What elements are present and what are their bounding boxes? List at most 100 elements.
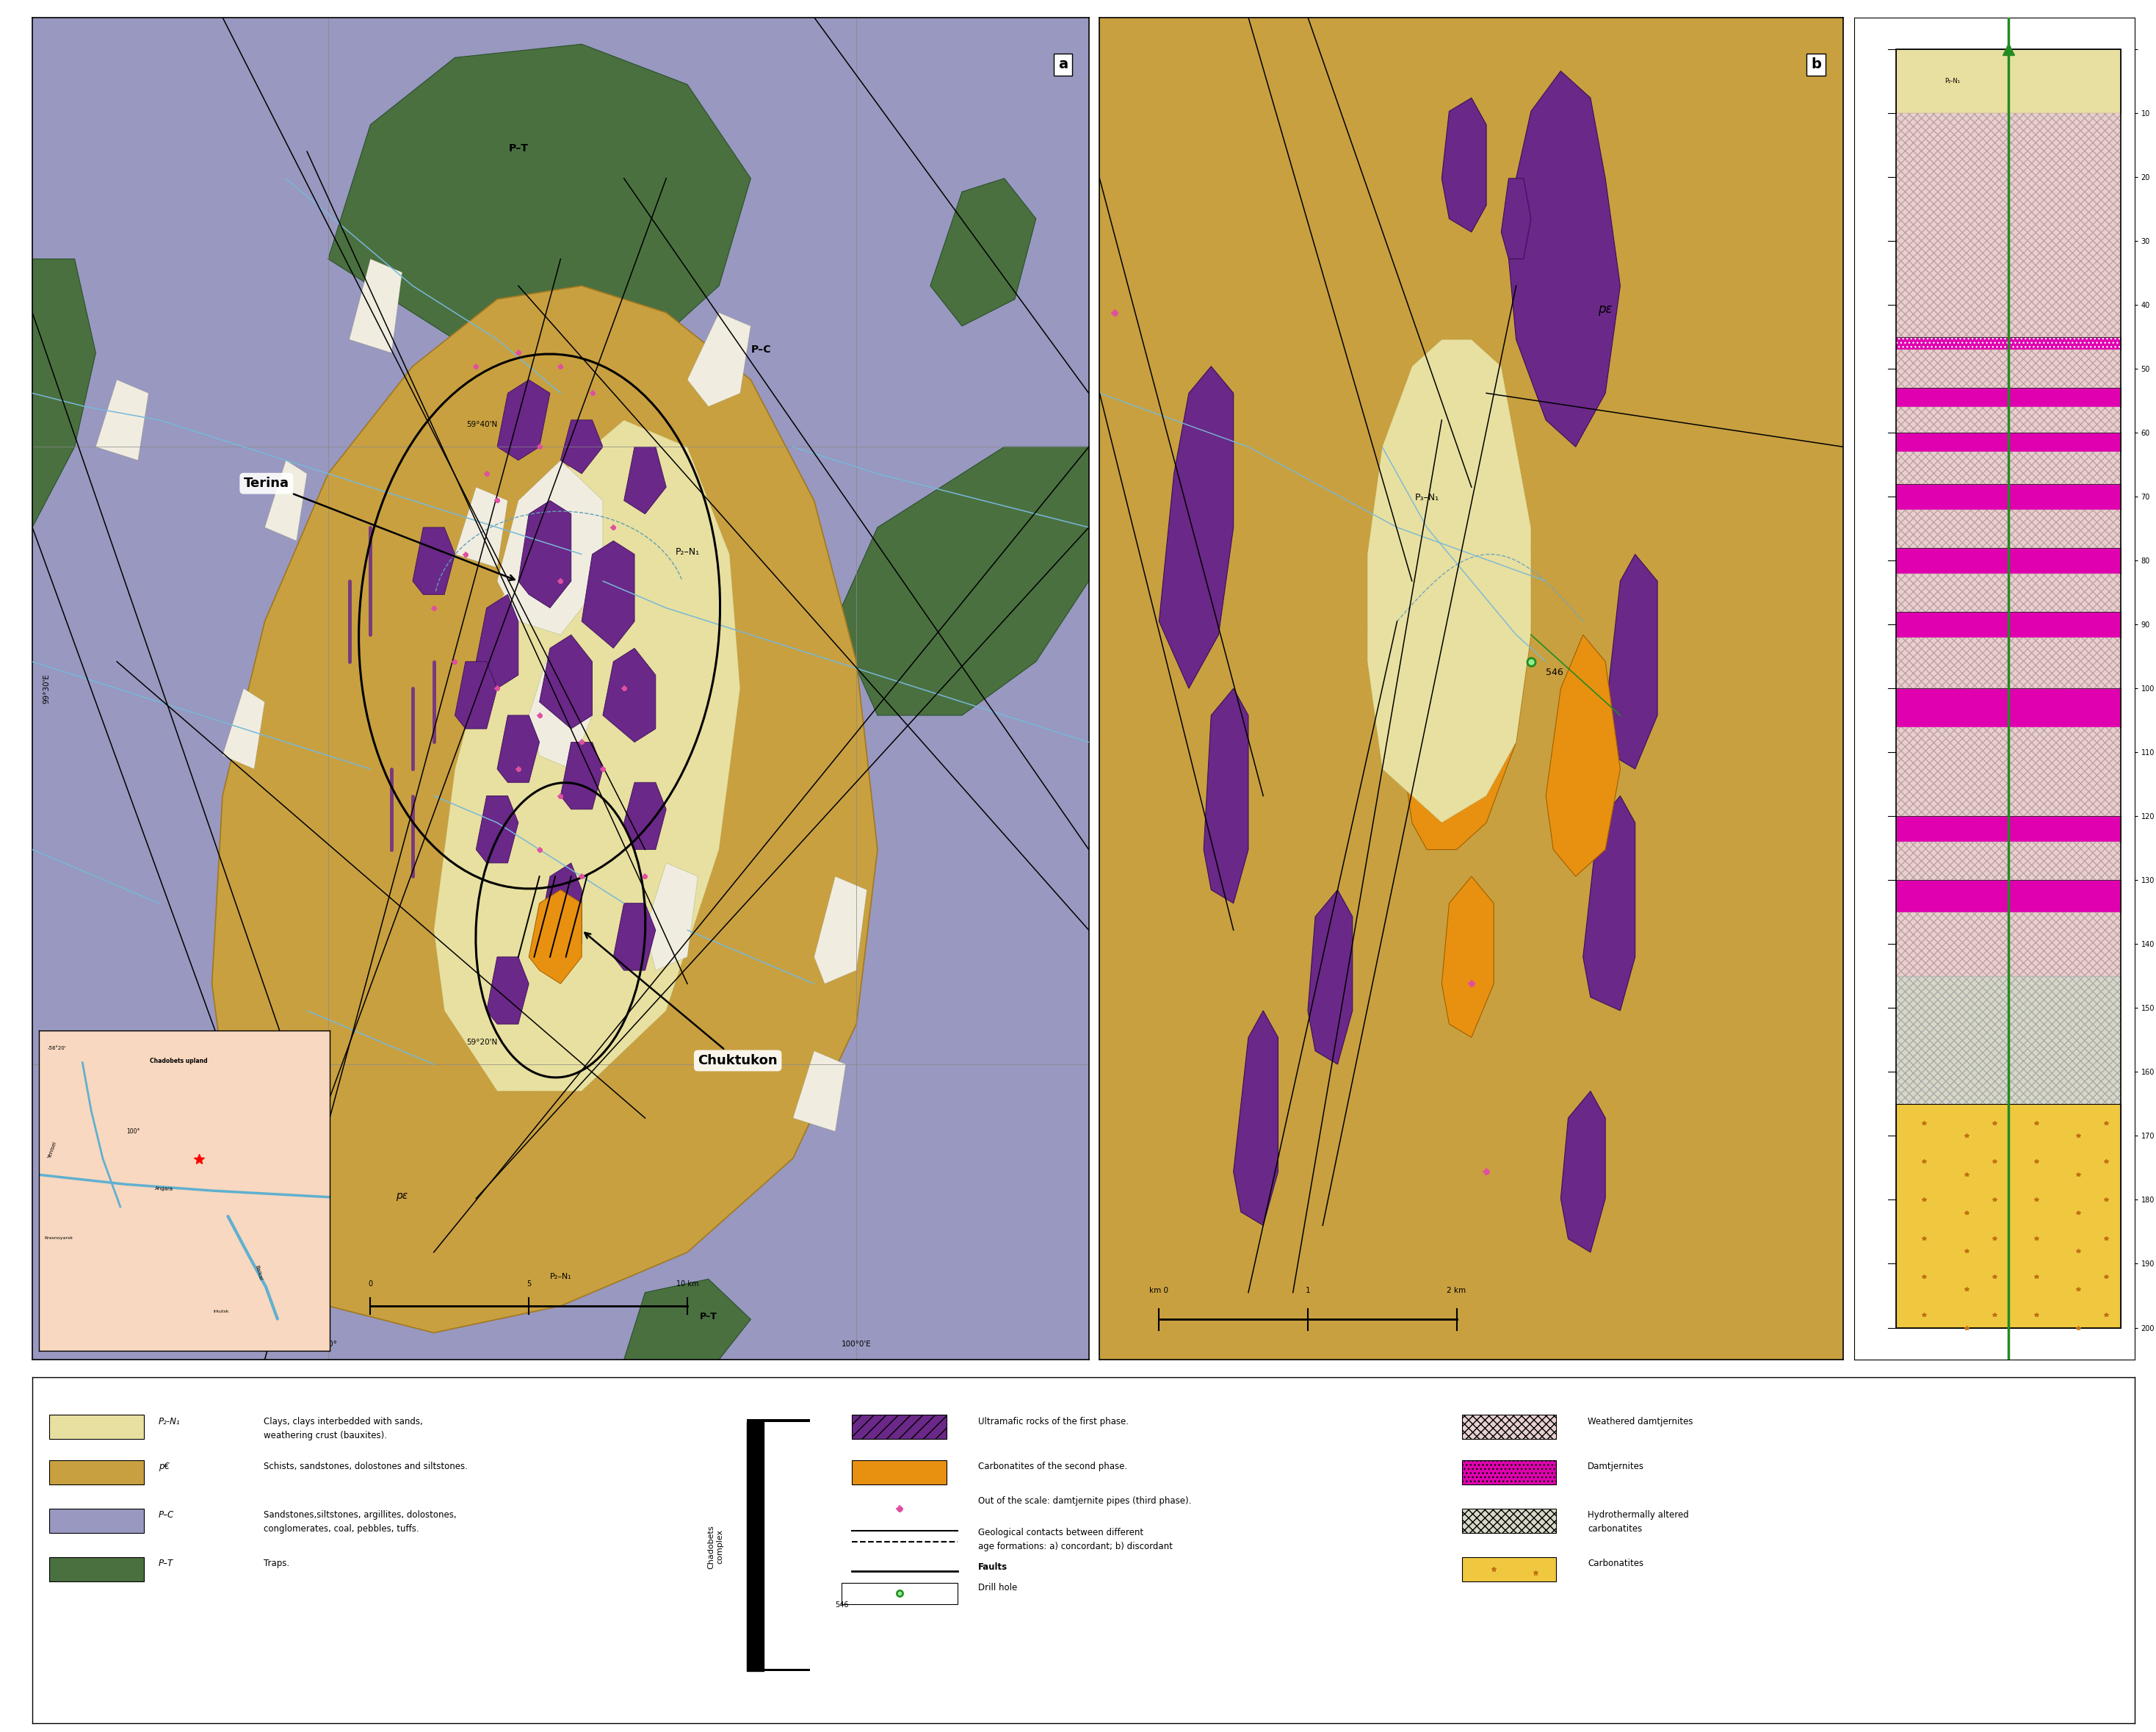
Text: Traps.: Traps. [263, 1559, 289, 1569]
Polygon shape [1442, 876, 1494, 1037]
Polygon shape [498, 379, 550, 461]
Text: Irkutsk: Irkutsk [213, 1309, 229, 1313]
Polygon shape [1501, 178, 1531, 258]
Text: 59°40'N: 59°40'N [466, 421, 498, 428]
Text: Geological contacts between different: Geological contacts between different [979, 1528, 1143, 1538]
Text: pε: pε [1598, 303, 1613, 315]
Polygon shape [487, 956, 528, 1024]
Bar [2009, 388, 2119, 407]
Bar [50, 1415, 144, 1439]
Text: a: a [1059, 57, 1067, 71]
Bar [746, 1422, 763, 1671]
Bar [1897, 483, 2009, 509]
Bar [50, 1557, 144, 1581]
Text: Yenisei: Yenisei [47, 1141, 58, 1159]
Text: 1: 1 [1304, 1287, 1311, 1294]
Bar [1897, 573, 2009, 611]
Text: Carbonatites: Carbonatites [1587, 1559, 1643, 1569]
Bar [1897, 452, 2009, 483]
Bar [2009, 547, 2119, 573]
Bar [2009, 483, 2119, 509]
Text: b: b [1811, 57, 1822, 71]
Polygon shape [1309, 890, 1352, 1063]
Text: Drill hole: Drill hole [979, 1583, 1018, 1593]
Text: Terina: Terina [244, 476, 515, 580]
Bar [1462, 1460, 1557, 1484]
Bar [1897, 338, 2009, 350]
Bar [2009, 1103, 2119, 1328]
Bar [2009, 611, 2119, 637]
Text: pε: pε [397, 1190, 407, 1200]
Polygon shape [1546, 636, 1619, 876]
Text: age formations: a) concordant; b) discordant: age formations: a) concordant; b) discor… [979, 1541, 1173, 1552]
Text: 100°: 100° [319, 1341, 336, 1347]
Polygon shape [433, 421, 740, 1091]
Bar [2009, 509, 2119, 547]
Bar [2009, 727, 2119, 816]
Bar [1462, 1509, 1557, 1533]
Text: Weathered damtjernites: Weathered damtjernites [1587, 1417, 1692, 1427]
Polygon shape [539, 636, 593, 729]
Text: Clays, clays interbedded with sands,: Clays, clays interbedded with sands, [263, 1417, 423, 1427]
Polygon shape [1427, 554, 1470, 715]
Polygon shape [793, 1051, 845, 1131]
Polygon shape [623, 447, 666, 514]
Bar [1897, 688, 2009, 727]
Text: p€: p€ [160, 1462, 170, 1472]
Polygon shape [211, 286, 877, 1334]
Text: Schists, sandstones, dolostones and siltstones.: Schists, sandstones, dolostones and silt… [263, 1462, 468, 1472]
Text: P₂-N₁: P₂-N₁ [160, 1417, 181, 1427]
Bar [2009, 48, 2119, 113]
Bar [2009, 338, 2119, 350]
Text: Out of the scale: damtjernite pipes (third phase).: Out of the scale: damtjernite pipes (thi… [979, 1496, 1192, 1507]
Text: 100°: 100° [125, 1128, 140, 1134]
Polygon shape [1367, 339, 1531, 823]
Text: Chadobets upland: Chadobets upland [149, 1058, 207, 1063]
Bar [2009, 48, 2119, 1328]
Polygon shape [1233, 1011, 1279, 1226]
Text: Damtjernites: Damtjernites [1587, 1462, 1645, 1472]
Polygon shape [1561, 1091, 1606, 1252]
Text: P–C: P–C [750, 345, 772, 355]
Text: Carbonatites of the second phase.: Carbonatites of the second phase. [979, 1462, 1128, 1472]
Bar [2009, 688, 2119, 727]
Text: Krasnoyarsk: Krasnoyarsk [45, 1237, 73, 1240]
Text: P₂–N₁: P₂–N₁ [550, 1273, 571, 1280]
Text: 5: 5 [526, 1280, 530, 1287]
Bar [50, 1509, 144, 1533]
Text: 546: 546 [834, 1602, 849, 1609]
Text: 2 km: 2 km [1447, 1287, 1466, 1294]
Polygon shape [539, 863, 582, 956]
Polygon shape [412, 527, 455, 594]
Text: 100°0'E: 100°0'E [841, 1341, 871, 1347]
Polygon shape [612, 904, 655, 970]
Bar [1897, 977, 2009, 1103]
Polygon shape [1509, 71, 1619, 447]
Bar [2009, 350, 2119, 388]
Text: -58°20': -58°20' [47, 1046, 67, 1051]
Bar [1897, 407, 2009, 433]
Polygon shape [1606, 554, 1658, 769]
Text: Chadobets
complex: Chadobets complex [707, 1524, 724, 1569]
Polygon shape [349, 258, 403, 353]
Bar [1897, 388, 2009, 407]
Polygon shape [931, 178, 1035, 326]
Text: P–T: P–T [509, 144, 528, 154]
Text: carbonatites: carbonatites [1587, 1524, 1643, 1535]
Text: Ultramafic rocks of the first phase.: Ultramafic rocks of the first phase. [979, 1417, 1130, 1427]
Bar [2009, 816, 2119, 842]
Bar [2009, 573, 2119, 611]
Bar [1897, 816, 2009, 842]
Text: Chuktukon: Chuktukon [584, 934, 778, 1067]
Bar [1897, 842, 2009, 880]
Polygon shape [32, 258, 95, 527]
Bar [1897, 547, 2009, 573]
Bar [1897, 48, 2009, 1328]
Bar [2009, 433, 2119, 452]
Bar [2009, 637, 2119, 688]
Polygon shape [623, 783, 666, 849]
Text: P–T: P–T [160, 1559, 172, 1569]
Bar [2009, 113, 2119, 338]
Polygon shape [528, 890, 582, 984]
Bar [852, 1460, 946, 1484]
